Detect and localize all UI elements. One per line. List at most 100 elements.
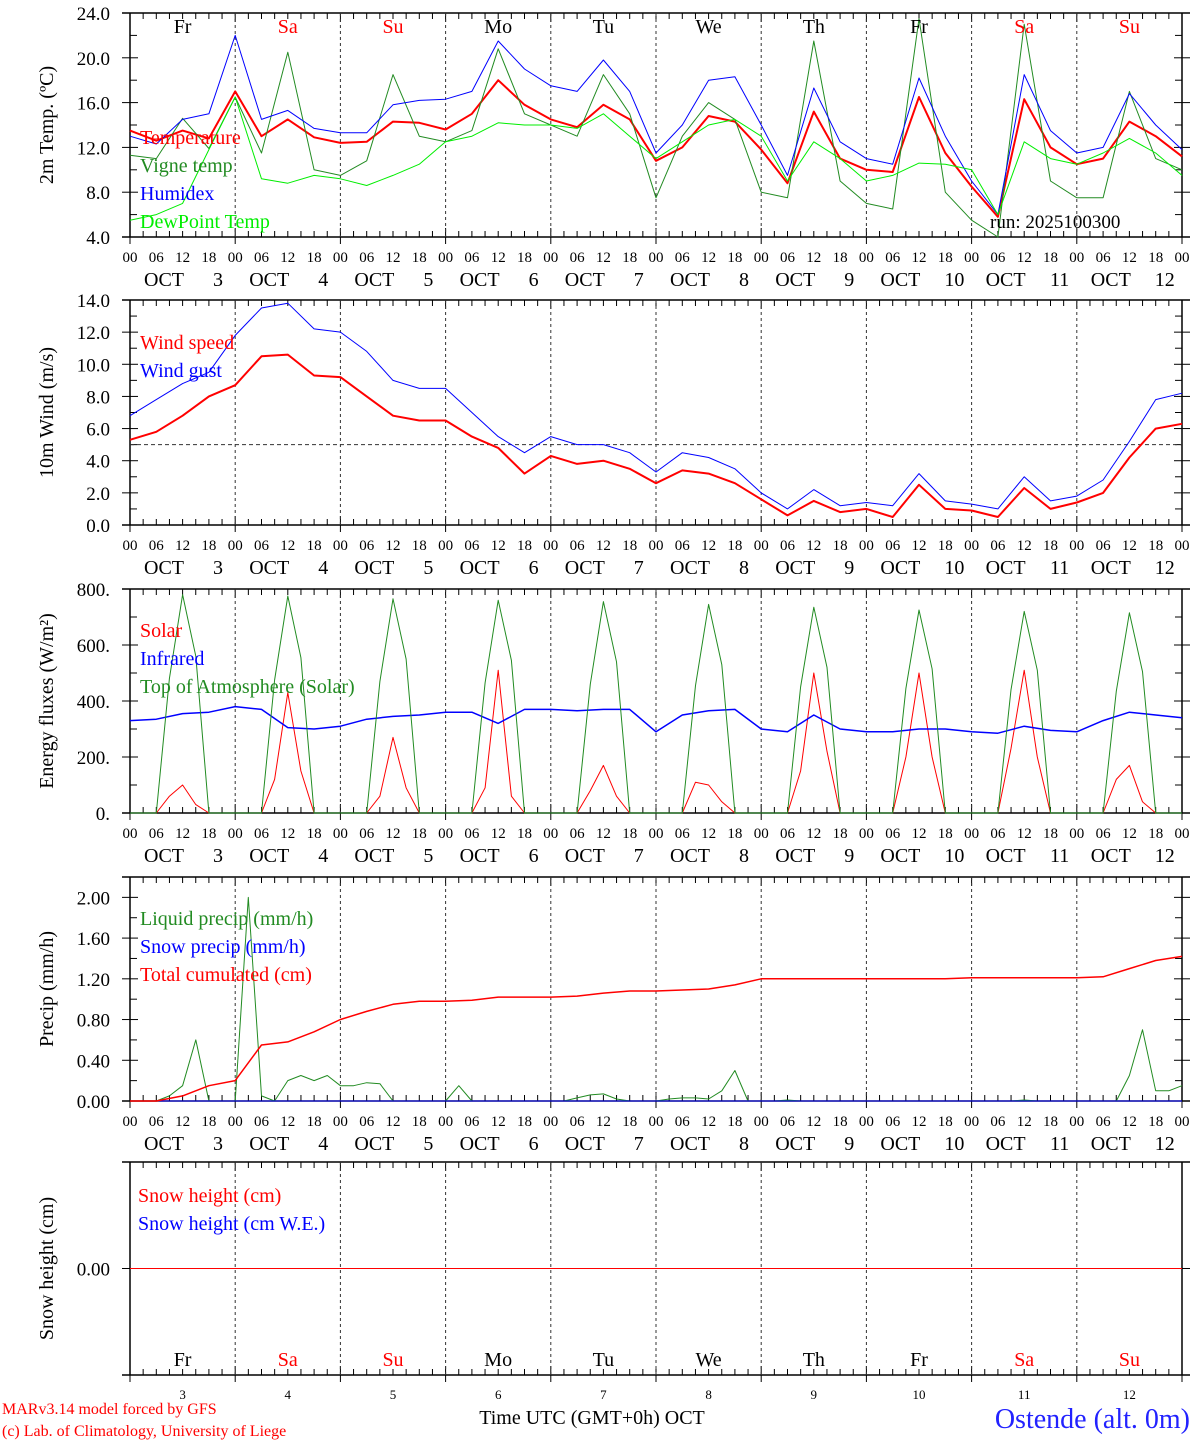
x-tick-label: 00 bbox=[859, 250, 874, 266]
x-date-label: 7 bbox=[634, 1133, 644, 1155]
x-tick-label: 06 bbox=[464, 1114, 480, 1130]
x-date-label: 9 bbox=[844, 269, 854, 291]
x-date-label: 11 bbox=[1050, 845, 1069, 867]
x-date-label: 10 bbox=[944, 1133, 964, 1155]
x-date-label: 11 bbox=[1050, 1133, 1069, 1155]
x-month-label: OCT bbox=[1091, 269, 1131, 291]
x-date-label: 4 bbox=[318, 1133, 328, 1155]
x-month-label: OCT bbox=[354, 557, 394, 579]
x-tick-label: 00 bbox=[228, 250, 243, 266]
x-tick-label: 00 bbox=[438, 1114, 453, 1130]
x-tick-label: 18 bbox=[727, 250, 742, 266]
x-tick-label: 18 bbox=[1148, 826, 1163, 842]
y-tick-label: 4.0 bbox=[86, 228, 110, 249]
x-date-label: 5 bbox=[423, 1133, 433, 1155]
x-month-label: OCT bbox=[775, 1133, 815, 1155]
legend-entry: Total cumulated (cm) bbox=[140, 964, 312, 986]
x-month-label: OCT bbox=[880, 557, 920, 579]
x-tick-label: 00 bbox=[543, 826, 558, 842]
legend-entry: Wind gust bbox=[140, 360, 222, 382]
station-title: Ostende (alt. 0m) bbox=[995, 1404, 1190, 1435]
x-tick-label: 18 bbox=[307, 1114, 322, 1130]
x-tick-label: 06 bbox=[990, 538, 1006, 554]
date-number-label: 7 bbox=[600, 1387, 607, 1402]
x-tick-label: 18 bbox=[1043, 538, 1058, 554]
x-tick-label: 00 bbox=[1175, 826, 1190, 842]
x-tick-label: 06 bbox=[359, 538, 375, 554]
x-tick-label: 18 bbox=[938, 250, 953, 266]
day-name-label: Sa bbox=[278, 1349, 298, 1371]
series-line-humidex bbox=[129, 34, 1183, 216]
x-tick-label: 06 bbox=[885, 1114, 901, 1130]
x-month-label: OCT bbox=[249, 269, 289, 291]
x-month-label: OCT bbox=[986, 1133, 1026, 1155]
x-tick-label: 12 bbox=[596, 250, 611, 266]
x-tick-label: 18 bbox=[622, 538, 637, 554]
x-tick-label: 12 bbox=[386, 826, 401, 842]
day-name-label: Tu bbox=[593, 1349, 615, 1371]
y-axis-label: Energy fluxes (W/m²) bbox=[36, 613, 58, 789]
x-tick-label: 06 bbox=[149, 826, 165, 842]
x-tick-label: 18 bbox=[201, 250, 216, 266]
y-tick-label: 6.0 bbox=[86, 420, 110, 441]
x-tick-label: 06 bbox=[464, 826, 480, 842]
x-tick-label: 06 bbox=[464, 538, 480, 554]
x-tick-label: 00 bbox=[1175, 1114, 1190, 1130]
x-date-label: 6 bbox=[529, 269, 539, 291]
date-number-label: 6 bbox=[495, 1387, 502, 1402]
x-date-label: 9 bbox=[844, 1133, 854, 1155]
y-tick-label: 10.0 bbox=[77, 355, 110, 376]
x-tick-label: 12 bbox=[386, 1114, 401, 1130]
legend-entry: Liquid precip (mm/h) bbox=[140, 908, 313, 930]
date-number-label: 3 bbox=[179, 1387, 186, 1402]
x-month-label: OCT bbox=[670, 557, 710, 579]
x-tick-label: 00 bbox=[1069, 250, 1084, 266]
x-tick-label: 00 bbox=[123, 538, 138, 554]
x-month-label: OCT bbox=[144, 269, 184, 291]
x-tick-label: 06 bbox=[570, 1114, 586, 1130]
x-tick-label: 06 bbox=[780, 826, 796, 842]
x-month-label: OCT bbox=[775, 269, 815, 291]
x-tick-label: 00 bbox=[438, 826, 453, 842]
x-tick-label: 06 bbox=[1096, 250, 1112, 266]
x-tick-label: 12 bbox=[1017, 826, 1032, 842]
x-tick-label: 06 bbox=[254, 826, 270, 842]
x-date-label: 3 bbox=[213, 269, 223, 291]
legend-entry: Humidex bbox=[140, 183, 214, 205]
x-tick-label: 12 bbox=[701, 1114, 716, 1130]
x-date-label: 4 bbox=[318, 845, 328, 867]
x-date-label: 12 bbox=[1155, 557, 1175, 579]
x-tick-label: 12 bbox=[175, 826, 190, 842]
x-tick-label: 06 bbox=[675, 1114, 691, 1130]
x-tick-label: 06 bbox=[570, 826, 586, 842]
x-tick-label: 00 bbox=[859, 538, 874, 554]
x-month-label: OCT bbox=[670, 845, 710, 867]
y-tick-label: 600. bbox=[77, 636, 110, 657]
day-name-label: Su bbox=[1119, 16, 1140, 38]
x-tick-label: 00 bbox=[333, 1114, 348, 1130]
x-tick-label: 12 bbox=[912, 826, 927, 842]
x-tick-label: 18 bbox=[938, 538, 953, 554]
x-date-label: 7 bbox=[634, 269, 644, 291]
series-line-dewpoint-temp bbox=[129, 96, 1183, 221]
x-tick-label: 12 bbox=[701, 538, 716, 554]
day-name-label: Fr bbox=[174, 1349, 192, 1371]
x-tick-label: 12 bbox=[1017, 250, 1032, 266]
x-date-label: 11 bbox=[1050, 557, 1069, 579]
x-tick-label: 12 bbox=[175, 250, 190, 266]
x-tick-label: 00 bbox=[964, 826, 979, 842]
y-tick-label: 12.0 bbox=[77, 323, 110, 344]
legend-entry: Wind speed bbox=[140, 332, 234, 354]
x-tick-label: 00 bbox=[333, 826, 348, 842]
x-tick-label: 06 bbox=[359, 1114, 375, 1130]
x-tick-label: 18 bbox=[622, 1114, 637, 1130]
x-date-label: 9 bbox=[844, 557, 854, 579]
y-axis-label: Snow height (cm) bbox=[36, 1197, 58, 1340]
x-month-label: OCT bbox=[565, 1133, 605, 1155]
y-tick-label: 400. bbox=[77, 692, 110, 713]
x-tick-label: 12 bbox=[491, 538, 506, 554]
panel-4 bbox=[122, 876, 1190, 1108]
x-month-label: OCT bbox=[354, 845, 394, 867]
x-month-label: OCT bbox=[144, 1133, 184, 1155]
